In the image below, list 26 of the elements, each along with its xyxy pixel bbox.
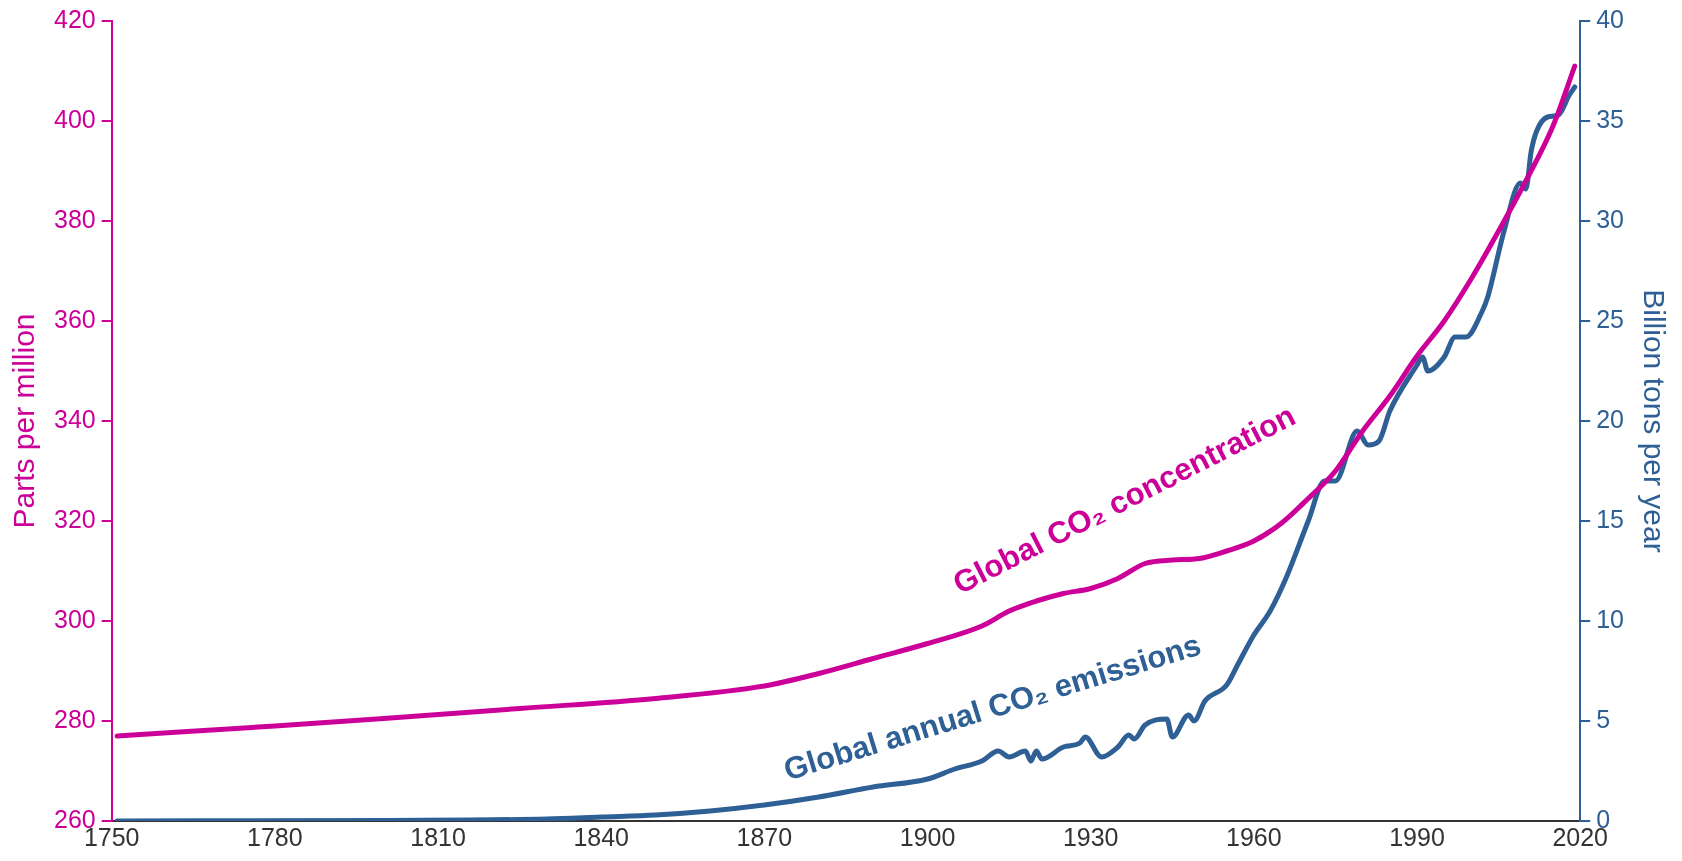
x-tick-label: 1840 (573, 822, 630, 851)
y2-tick-label: 10 (1596, 604, 1624, 633)
x-tick-label: 1990 (1389, 822, 1445, 851)
y-tick-label: 380 (53, 204, 96, 233)
y2-tick-label: 35 (1596, 104, 1624, 133)
y2-axis-title: Billion tons per year (1637, 289, 1671, 553)
y-tick-label: 320 (53, 504, 96, 533)
x-tick-label: 1780 (247, 822, 303, 851)
x-tick-label: 1870 (736, 822, 793, 851)
x-tick-label: 1810 (410, 822, 466, 851)
y2-tick-label: 15 (1596, 504, 1624, 533)
y2-tick-label: 25 (1596, 304, 1624, 333)
y-axis-title: Parts per million (7, 313, 41, 529)
x-tick-label: 1900 (899, 822, 956, 851)
y-tick-label: 360 (53, 304, 96, 333)
y2-tick-label: 40 (1596, 4, 1624, 33)
x-tick-label: 1930 (1062, 822, 1119, 851)
y2-tick-label: 30 (1596, 204, 1624, 233)
y-tick-label: 300 (53, 604, 96, 633)
y-tick-label: 340 (53, 404, 96, 433)
y2-tick-label: 20 (1596, 404, 1624, 433)
y2-tick-label: 5 (1596, 704, 1611, 733)
y-tick-label: 420 (53, 4, 96, 33)
x-tick-label: 1960 (1226, 822, 1282, 851)
y-tick-label: 280 (53, 704, 96, 733)
y-tick-label: 400 (53, 104, 96, 133)
